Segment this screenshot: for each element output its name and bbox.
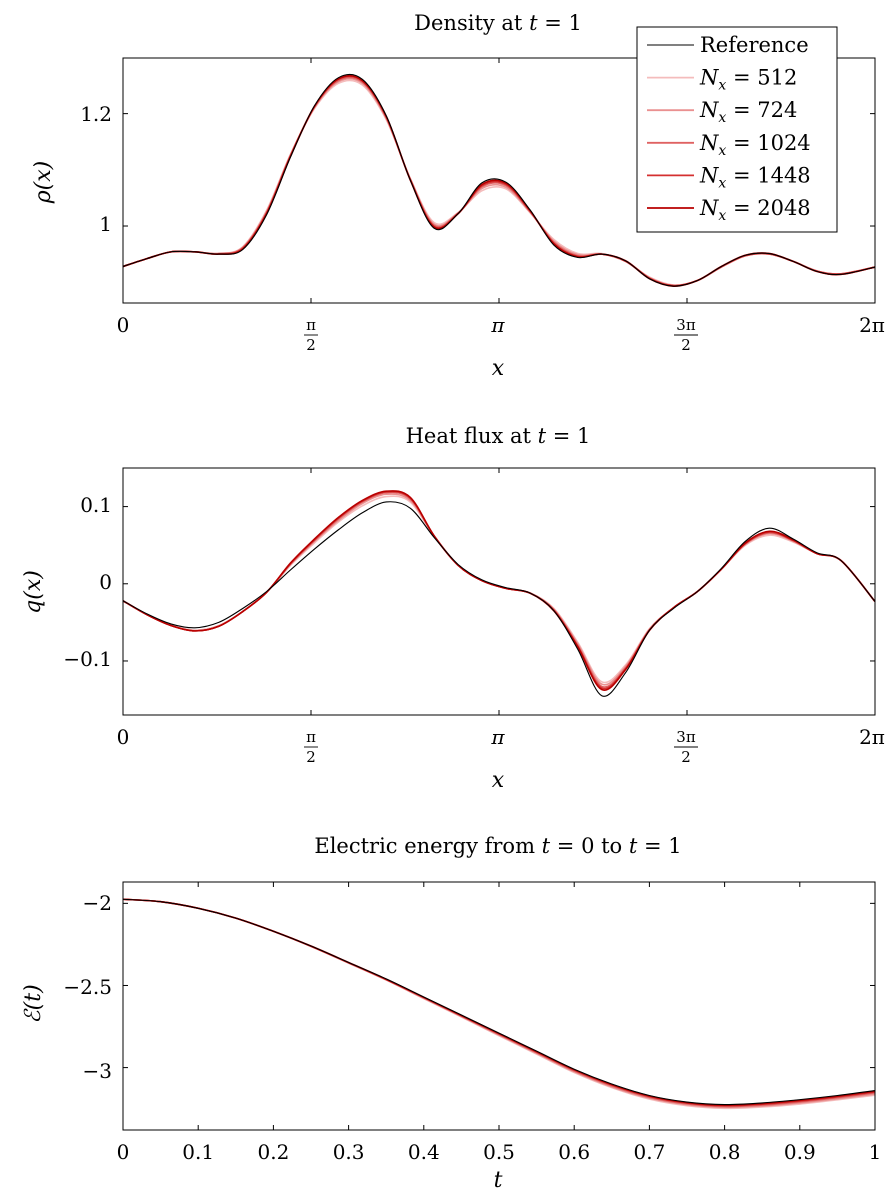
- legend: Reference Nx = 512 Nx = 724 Nx = 1024 Nx = 1…: [636, 26, 838, 233]
- legend-label: Nx = 1448: [699, 163, 811, 191]
- electric-energy-xtick-label: 1: [869, 1140, 882, 1164]
- heat-flux-xtick-label-0: 0: [117, 725, 130, 749]
- heat-flux-xtick-label-pi: π: [490, 725, 505, 749]
- heat-flux-ytick-label-0-1: 0.1: [80, 493, 112, 517]
- heat-flux-title: Heat flux at t = 1: [406, 424, 591, 448]
- legend-label: Nx = 724: [699, 98, 797, 126]
- electric-energy-ytick-label-neg-2-5: −2.5: [63, 975, 112, 999]
- electric-energy-xtick-label: 0.1: [182, 1140, 214, 1164]
- heat-flux-xtick-label-3pi-half: 3π 2: [674, 728, 698, 766]
- density-xtick-label-3pi-half: 3π 2: [674, 316, 698, 354]
- density-ytick-label-1: 1: [99, 212, 112, 236]
- electric-energy-xtick-label: 0.5: [483, 1140, 515, 1164]
- density-title: Density at t = 1: [414, 11, 582, 35]
- electric-energy-xtick-label: 0.7: [633, 1140, 665, 1164]
- electric-energy-ytick-label-neg-2: −2: [83, 891, 112, 915]
- svg-text:2: 2: [306, 748, 316, 766]
- heat-flux-plot: Heat flux at t = 1 0 π 2 π 3π 2 2π −0.1 …: [21, 424, 885, 793]
- electric-energy-xtick-label: 0: [117, 1140, 130, 1164]
- electric-energy-series-reference: [122, 898, 876, 1106]
- electric-energy-series-nx-2048: [122, 898, 876, 1107]
- density-axes-frame: [122, 57, 876, 304]
- density-xtick-label-2pi: 2π: [859, 313, 885, 337]
- heat-flux-xlabel: x: [492, 768, 505, 793]
- heat-flux-series-nx-2048: [122, 490, 876, 691]
- density-series-reference: [122, 73, 876, 287]
- electric-energy-plot: Electric energy from t = 0 to t = 1 0 0.1…: [21, 834, 881, 1193]
- density-ylabel: ρ(x): [31, 161, 56, 205]
- heat-flux-xtick-label-pi-half: π 2: [304, 728, 318, 766]
- heat-flux-ytick-label-0: 0: [99, 570, 112, 594]
- heat-flux-ylabel: q(x): [21, 570, 46, 614]
- legend-label: Nx = 2048: [699, 196, 811, 224]
- svg-text:2: 2: [681, 748, 691, 766]
- heat-flux-series-nx-512: [122, 495, 876, 684]
- electric-energy-title: Electric energy from t = 0 to t = 1: [314, 834, 681, 858]
- heat-flux-series-nx-1024: [122, 491, 876, 688]
- heat-flux-series-nx-724: [122, 493, 876, 686]
- electric-energy-xtick-label: 0.6: [558, 1140, 590, 1164]
- heat-flux-axes-frame: [122, 467, 876, 716]
- electric-energy-series-nx-1448: [122, 898, 876, 1107]
- density-xtick-label-pi: π: [490, 313, 505, 337]
- density-ytick-label-1-2: 1.2: [80, 102, 112, 126]
- density-xlabel: x: [492, 356, 505, 381]
- electric-energy-ylabel: ℰ(t): [21, 984, 46, 1023]
- electric-energy-axes-frame: [122, 881, 876, 1131]
- electric-energy-series-nx-724: [122, 898, 876, 1109]
- density-xtick-label-pi-half: π 2: [304, 316, 318, 354]
- svg-text:2: 2: [681, 336, 691, 354]
- heat-flux-xtick-label-2pi: 2π: [859, 725, 885, 749]
- svg-text:3π: 3π: [676, 728, 696, 746]
- electric-energy-xtick-label: 0.4: [408, 1140, 440, 1164]
- electric-energy-series-nx-1024: [122, 898, 876, 1108]
- svg-text:π: π: [306, 316, 316, 334]
- electric-energy-xlabel: t: [494, 1168, 503, 1193]
- heat-flux-series-reference: [122, 501, 876, 697]
- density-plot: Density at t = 1 0 π 2 π 3π 2 2π 1 1.2 x…: [31, 11, 885, 381]
- electric-energy-xtick-label: 0.9: [784, 1140, 816, 1164]
- electric-energy-series-nx-512: [122, 898, 876, 1110]
- svg-text:2: 2: [306, 336, 316, 354]
- legend-box: [636, 26, 838, 233]
- heat-flux-ytick-label-neg-0-1: −0.1: [63, 647, 112, 671]
- heat-flux-plot-area: [122, 468, 876, 715]
- legend-label: Nx = 512: [699, 66, 797, 94]
- heat-flux-series-nx-1448: [122, 490, 876, 690]
- svg-text:3π: 3π: [676, 316, 696, 334]
- density-xtick-label: 0: [117, 313, 130, 337]
- legend-label: Reference: [700, 33, 809, 57]
- electric-energy-xtick-label: 0.8: [709, 1140, 741, 1164]
- electric-energy-xtick-labels: 0 0.1 0.2 0.3 0.4 0.5 0.6 0.7 0.8 0.9 1: [117, 1140, 882, 1164]
- density-plot-area: [122, 58, 876, 303]
- svg-text:π: π: [306, 728, 316, 746]
- electric-energy-ytick-label-neg-3: −3: [83, 1059, 112, 1083]
- electric-energy-xtick-label: 0.2: [257, 1140, 289, 1164]
- electric-energy-plot-area: [122, 882, 876, 1130]
- legend-label: Nx = 1024: [699, 131, 811, 159]
- electric-energy-xtick-label: 0.3: [333, 1140, 365, 1164]
